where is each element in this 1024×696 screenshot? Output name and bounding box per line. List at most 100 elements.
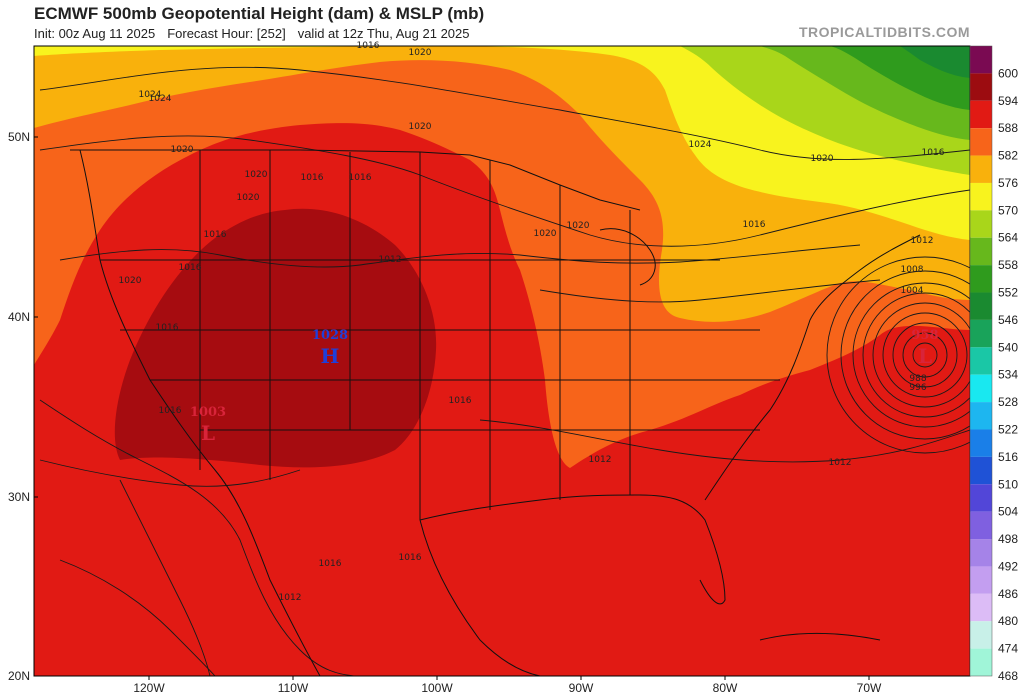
isobar-label: 1012 — [279, 593, 302, 603]
isobar-label: 1012 — [589, 455, 612, 465]
colorbar-label: 504 — [998, 505, 1018, 519]
colorbar-swatch — [970, 429, 992, 457]
isobar-label: 1016 — [349, 173, 372, 183]
colorbar-swatch — [970, 46, 992, 74]
colorbar-swatch — [970, 566, 992, 594]
lon-label: 100W — [421, 681, 453, 695]
low-pressure-symbol: L — [201, 421, 215, 445]
valid-time: valid at 12z Thu, Aug 21 2025 — [297, 26, 470, 41]
isobar-label: 1024 — [149, 94, 172, 104]
isobar-label: 1012 — [829, 458, 852, 468]
colorbar-swatch — [970, 73, 992, 101]
colorbar-label: 546 — [998, 313, 1018, 327]
colorbar-label: 510 — [998, 477, 1018, 491]
colorbar-label: 564 — [998, 231, 1018, 245]
isobar-labels: 1024 1020 1020 1016 1020 1016 1020 1016 1016 1024… — [119, 41, 945, 603]
colorbar-swatch — [970, 648, 992, 676]
isobar-label: 1020 — [245, 170, 268, 180]
high-pressure-symbol: H — [321, 344, 340, 368]
lon-label: 120W — [133, 681, 165, 695]
colorbar-label: 576 — [998, 176, 1018, 190]
colorbar-label: 588 — [998, 121, 1018, 135]
isobar-label: 1016 — [204, 230, 227, 240]
isobar-label: 1020 — [534, 229, 557, 239]
colorbar-label: 534 — [998, 368, 1018, 382]
lat-label: 30N — [8, 490, 30, 504]
colorbar-label: 552 — [998, 286, 1018, 300]
isobar-label: 1016 — [159, 406, 182, 416]
isobar-label: 1016 — [743, 220, 766, 230]
colorbar-swatch — [970, 621, 992, 649]
height-field — [34, 46, 970, 676]
colorbar-label: 486 — [998, 587, 1018, 601]
map-title: ECMWF 500mb Geopotential Height (dam) & … — [34, 4, 485, 23]
colorbar-label: 558 — [998, 258, 1018, 272]
colorbar-swatch — [970, 511, 992, 540]
lon-label: 110W — [278, 681, 309, 695]
isobar-label: 1016 — [301, 173, 324, 183]
isobar-label: 1004 — [901, 286, 924, 296]
isobar-label: 1020 — [811, 154, 834, 164]
isobar-label: 1020 — [237, 193, 260, 203]
colorbar-swatch — [970, 539, 992, 567]
isobar-label: 1020 — [409, 48, 432, 58]
isobar-label: 988 — [909, 374, 926, 384]
isobar-label: 1016 — [319, 559, 342, 569]
isobar-label: 1024 — [689, 140, 712, 150]
isobar-label: 1016 — [156, 323, 179, 333]
site-credit: TROPICALTIDBITS.COM — [798, 24, 970, 40]
colorbar-label: 594 — [998, 94, 1018, 108]
colorbar-label: 582 — [998, 149, 1018, 163]
isobar-label: 1012 — [379, 255, 402, 265]
lon-label: 80W — [713, 681, 738, 695]
latitude-labels: 50N 40N 30N 20N — [8, 130, 38, 683]
colorbar-label: 522 — [998, 422, 1018, 436]
lat-label: 50N — [8, 130, 30, 144]
band-570 — [34, 46, 970, 240]
colorbar: 600 594 588 582 576 570 564 558 552 546 540 534 528 5… — [969, 45, 1018, 683]
colorbar-swatch — [970, 374, 992, 403]
colorbar-label: 492 — [998, 559, 1018, 573]
isobar-label: 1016 — [399, 553, 422, 563]
map-subtitle: Init: 00z Aug 11 2025 Forecast Hour: [252… — [34, 26, 469, 41]
colorbar-swatch — [970, 456, 992, 485]
init-time: Init: 00z Aug 11 2025 — [34, 26, 156, 41]
colorbar-swatch — [970, 484, 992, 512]
colorbar-swatch — [970, 265, 992, 293]
pressure-center-value: 1003 — [190, 405, 226, 420]
colorbar-label: 528 — [998, 395, 1018, 409]
isobar-label: 1016 — [449, 396, 472, 406]
isobar-label: 1016 — [922, 148, 945, 158]
colorbar-label: 516 — [998, 450, 1018, 464]
colorbar-swatch — [970, 155, 992, 183]
isobar-label: 1020 — [171, 145, 194, 155]
colorbar-label: 600 — [998, 66, 1018, 80]
colorbar-label: 570 — [998, 203, 1018, 217]
colorbar-swatch — [970, 347, 992, 375]
colorbar-swatch — [970, 593, 992, 622]
colorbar-label: 498 — [998, 532, 1018, 546]
lat-label: 40N — [8, 310, 30, 324]
lat-label: 20N — [8, 669, 30, 683]
isobar-label: 1020 — [567, 221, 590, 231]
colorbar-swatch — [970, 100, 992, 129]
colorbar-swatch — [970, 237, 992, 266]
colorbar-label: 474 — [998, 642, 1018, 656]
isobar-label: 1016 — [357, 41, 380, 51]
isobar-label: 1012 — [911, 236, 934, 246]
lon-label: 90W — [569, 681, 594, 695]
colorbar-swatch — [970, 319, 992, 348]
colorbar-label: 468 — [998, 669, 1018, 683]
colorbar-frame — [969, 45, 993, 677]
isobar-label: 996 — [909, 383, 926, 393]
isobar-label: 1016 — [179, 263, 202, 273]
isobar-label: 1024 — [139, 90, 162, 100]
forecast-hour: Forecast Hour: [252] — [167, 26, 286, 41]
colorbar-label: 540 — [998, 340, 1018, 354]
colorbar-swatch — [970, 210, 992, 238]
longitude-labels: 120W 110W 100W 90W 80W 70W — [133, 676, 882, 695]
colorbar-swatch — [970, 128, 992, 156]
isobar-label: 1020 — [409, 122, 432, 132]
